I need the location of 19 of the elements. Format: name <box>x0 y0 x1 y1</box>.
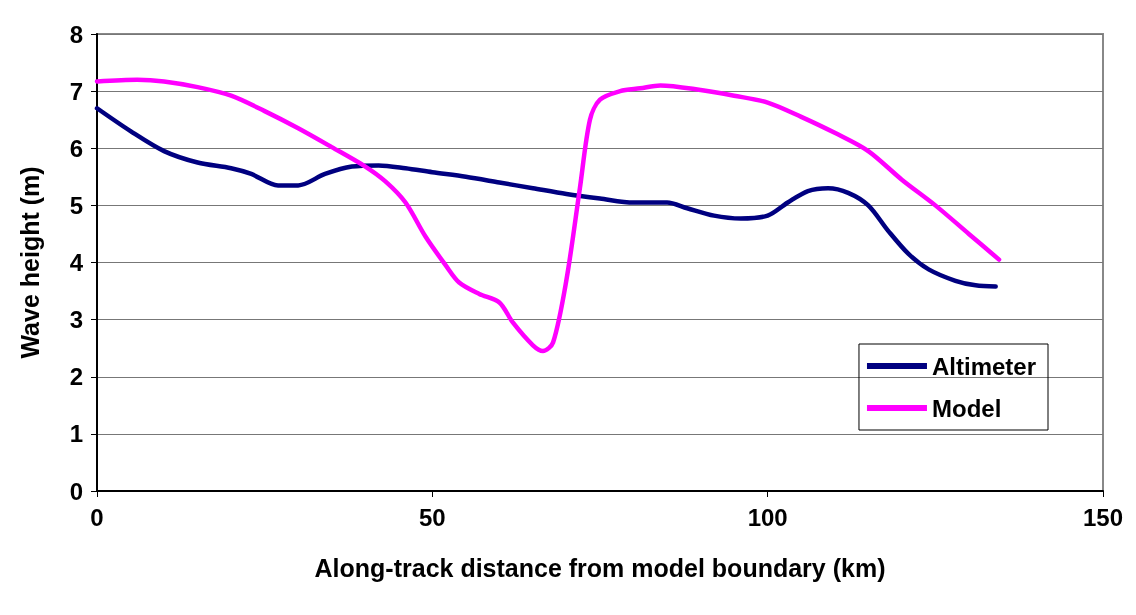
legend-label: Altimeter <box>931 352 1036 380</box>
y-tick-label: 0 <box>69 477 83 505</box>
x-tick-label: 100 <box>747 503 788 531</box>
y-tick-label: 8 <box>69 20 83 48</box>
x-tick-label: 0 <box>90 503 104 531</box>
legend-label: Model <box>931 394 1002 422</box>
y-tick-label: 6 <box>69 134 83 162</box>
x-axis-title: Along-track distance from model boundary (km) <box>314 553 886 582</box>
line-series <box>94 106 998 289</box>
y-tick-label: 5 <box>69 191 83 219</box>
y-tick-label: 1 <box>69 420 83 448</box>
y-axis-title: Wave height (m) <box>15 166 44 359</box>
line-series <box>94 77 1002 354</box>
y-tick-label: 7 <box>69 77 83 105</box>
y-tick-label: 3 <box>69 306 83 334</box>
y-tick-label: 2 <box>69 363 83 391</box>
y-tick-label: 4 <box>69 249 84 276</box>
x-tick-label: 150 <box>1082 503 1124 531</box>
x-tick-label: 50 <box>418 503 446 531</box>
